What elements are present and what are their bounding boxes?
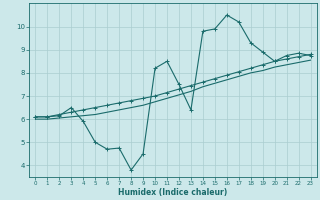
X-axis label: Humidex (Indice chaleur): Humidex (Indice chaleur) — [118, 188, 228, 197]
